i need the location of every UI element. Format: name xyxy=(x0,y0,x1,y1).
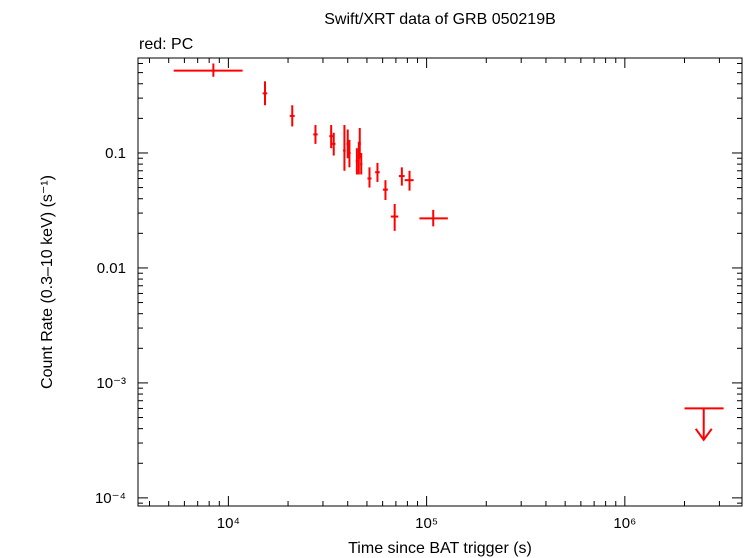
data-point xyxy=(360,152,363,175)
data-point xyxy=(404,170,414,191)
data-point xyxy=(367,167,372,188)
x-axis-label: Time since BAT trigger (s) xyxy=(348,540,532,557)
data-point xyxy=(390,203,399,231)
x-tick-label: 10⁶ xyxy=(613,515,636,532)
axis-ticks xyxy=(138,58,742,506)
data-point xyxy=(358,127,361,159)
data-point xyxy=(348,139,351,168)
y-tick-label: 10⁻⁴ xyxy=(95,490,126,507)
plot-frame xyxy=(137,57,743,507)
y-tick-label: 0.01 xyxy=(97,260,126,277)
data-point xyxy=(331,132,336,156)
chart-title: Swift/XRT data of GRB 050219B xyxy=(324,11,556,28)
down-arrow-icon xyxy=(694,428,713,442)
x-tick-label: 10⁴ xyxy=(217,515,240,532)
data-point xyxy=(382,180,388,200)
data-point xyxy=(289,105,295,127)
data-points xyxy=(173,63,724,442)
y-axis-label: Count Rate (0.3–10 keV) (s⁻¹) xyxy=(39,175,56,389)
chart-subtitle: red: PC xyxy=(139,36,193,53)
data-point xyxy=(329,125,333,149)
data-point xyxy=(313,125,318,144)
x-tick-label: 10⁵ xyxy=(415,515,438,532)
upper-limit xyxy=(684,407,724,442)
data-point xyxy=(419,209,448,227)
data-point xyxy=(173,63,243,77)
data-point xyxy=(375,162,380,182)
data-point xyxy=(355,148,359,175)
data-point xyxy=(343,125,346,171)
y-tick-label: 10⁻³ xyxy=(96,375,126,392)
tick-labels: 10⁴ 10⁵ 10⁶ 10⁻⁴ 10⁻³ 0.01 0.1 xyxy=(95,145,636,532)
data-point xyxy=(262,81,268,106)
y-tick-label: 0.1 xyxy=(105,145,126,162)
data-point xyxy=(398,167,405,186)
